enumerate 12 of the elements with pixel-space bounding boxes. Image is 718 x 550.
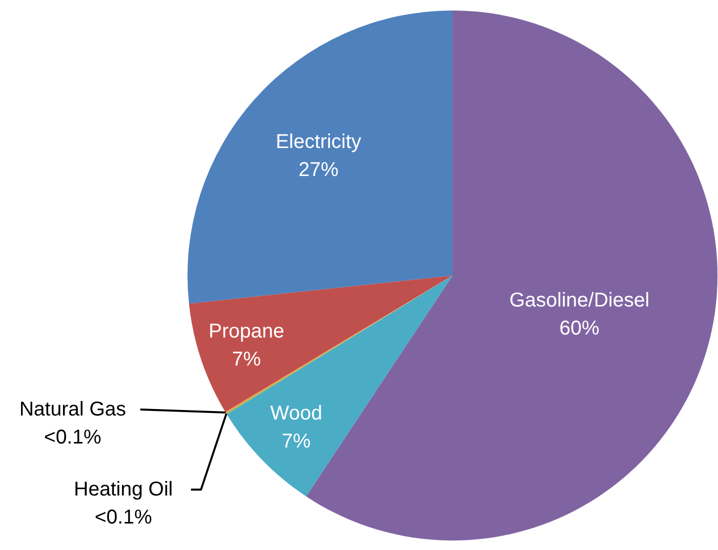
data-label: 7%	[232, 348, 262, 371]
slice-label: Gasoline/Diesel	[509, 290, 650, 312]
slice-label: Wood	[270, 402, 322, 425]
slice-label: Heating Oil	[74, 478, 173, 501]
data-label: 27%	[298, 159, 339, 182]
data-label: <0.1%	[44, 426, 102, 449]
data-label: 60%	[559, 318, 600, 340]
slice-label: Propane	[208, 320, 284, 343]
data-label: <0.1%	[94, 506, 152, 529]
slice-label: Natural Gas	[19, 398, 126, 421]
data-label: 7%	[282, 430, 311, 453]
slice-label: Electricity	[276, 131, 362, 154]
